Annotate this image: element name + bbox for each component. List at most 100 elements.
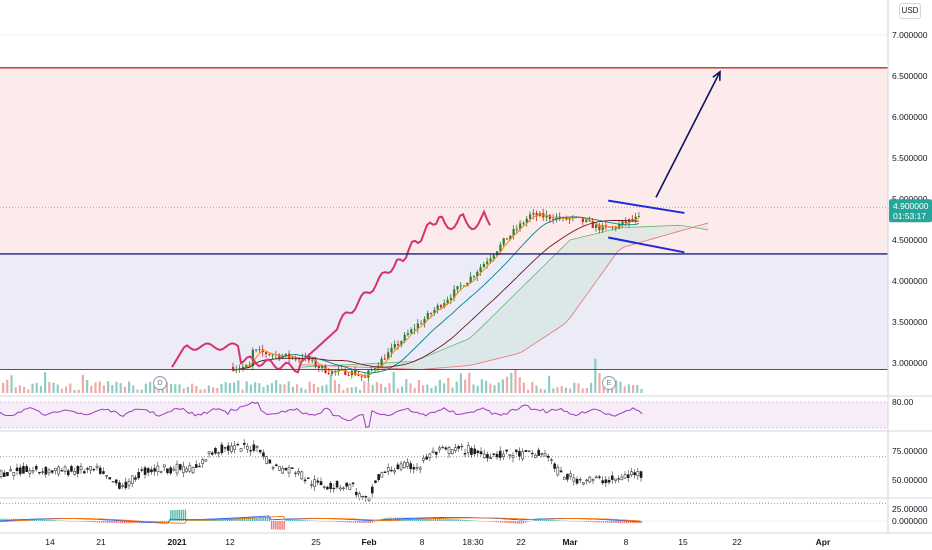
volume-bar bbox=[308, 381, 311, 393]
macd-histogram-bar bbox=[302, 520, 304, 521]
horizontal-levels[interactable] bbox=[0, 67, 888, 371]
stoch-candle bbox=[0, 470, 3, 477]
volume-bar bbox=[165, 382, 168, 393]
macd-histogram-bar bbox=[619, 521, 621, 524]
dividend-marker[interactable]: D bbox=[153, 376, 167, 390]
macd-histogram-bar bbox=[275, 521, 277, 530]
currency-badge[interactable]: USD bbox=[899, 3, 921, 19]
macd-histogram-bar bbox=[453, 519, 455, 521]
stoch-candle bbox=[172, 468, 176, 471]
stoch-candle bbox=[578, 479, 582, 481]
stoch-candle bbox=[329, 482, 332, 489]
candle-body bbox=[390, 347, 393, 353]
macd-histogram-bar bbox=[403, 517, 405, 521]
stoch-candle bbox=[422, 457, 425, 461]
rsi-axis-label: 80.00 bbox=[892, 397, 914, 407]
macd-histogram-bar bbox=[172, 510, 174, 521]
volume-bar bbox=[195, 386, 198, 393]
macd-histogram-bar bbox=[289, 519, 292, 521]
stoch-candle bbox=[553, 463, 556, 469]
stoch-candle bbox=[66, 470, 70, 476]
volume-bar bbox=[94, 382, 97, 393]
candle-body bbox=[519, 223, 522, 229]
stoch-candle bbox=[588, 476, 592, 483]
volume-bar bbox=[249, 384, 252, 393]
volume-bar bbox=[81, 374, 84, 393]
rsi-panel bbox=[0, 401, 888, 429]
volume-bar bbox=[451, 387, 454, 393]
stoch-candle bbox=[255, 445, 259, 448]
trend-drawings[interactable] bbox=[608, 70, 721, 254]
price-axis[interactable]: 7.000000 6.500000 6.000000 5.500000 5.000000… bbox=[892, 30, 928, 526]
stoch-candle bbox=[537, 449, 540, 456]
macd-histogram-bar bbox=[300, 519, 302, 521]
volume-bar bbox=[153, 385, 156, 393]
volume-bar bbox=[275, 380, 278, 393]
candle-body bbox=[505, 238, 509, 240]
volume-bar bbox=[321, 385, 324, 393]
stoch-candle bbox=[492, 453, 496, 455]
time-axis-label: Feb bbox=[361, 537, 376, 547]
stoch-candle bbox=[226, 445, 230, 451]
macd-histogram-bar bbox=[598, 521, 600, 523]
macd-histogram-bar bbox=[575, 521, 577, 522]
stoch-candle bbox=[626, 474, 630, 478]
candle-body bbox=[486, 261, 489, 264]
red-zone bbox=[0, 67, 888, 254]
stoch-candle bbox=[201, 459, 204, 464]
volume-bar bbox=[627, 384, 630, 393]
stoch-candle bbox=[50, 470, 54, 473]
candle-body bbox=[317, 366, 320, 369]
stoch-candle bbox=[204, 459, 208, 462]
stoch-candle bbox=[326, 486, 329, 490]
stoch-candle bbox=[9, 469, 12, 472]
macd-histogram-bar bbox=[451, 519, 453, 521]
candle-body bbox=[499, 244, 502, 252]
candle-body bbox=[532, 213, 535, 215]
macd-histogram-bar bbox=[123, 521, 126, 524]
volume-bar bbox=[31, 383, 34, 393]
macd-histogram-bar bbox=[252, 517, 254, 521]
stoch-candle bbox=[498, 450, 502, 458]
stoch-candle bbox=[450, 449, 454, 454]
macd-histogram-bar bbox=[37, 519, 40, 521]
macd-histogram-bar bbox=[573, 521, 575, 522]
macd-histogram-bar bbox=[426, 517, 428, 521]
stoch-candle bbox=[610, 475, 614, 480]
volume-bar bbox=[10, 375, 13, 393]
volume-bar bbox=[140, 389, 143, 393]
volume-bar bbox=[623, 386, 626, 393]
macd-axis-label: 0.000000 bbox=[892, 516, 928, 526]
volume-bar bbox=[132, 385, 135, 393]
candle-body bbox=[472, 276, 476, 278]
macd-histogram-bar bbox=[130, 521, 132, 524]
macd-histogram-bar bbox=[627, 521, 630, 524]
volume-bar bbox=[144, 383, 147, 393]
candle-body bbox=[558, 216, 561, 219]
stoch-candle bbox=[383, 471, 387, 473]
candle-body bbox=[449, 297, 452, 300]
earnings-marker[interactable]: E bbox=[602, 376, 616, 390]
volume-bar bbox=[363, 381, 366, 393]
volume-bar bbox=[514, 369, 517, 393]
macd-histogram-bar bbox=[443, 518, 445, 521]
macd-histogram-bar bbox=[102, 521, 105, 523]
candle-body bbox=[265, 352, 268, 354]
stoch-candle bbox=[412, 467, 416, 470]
volume-bar bbox=[367, 382, 370, 393]
panel-separators[interactable] bbox=[0, 0, 932, 534]
volume-bar bbox=[447, 377, 450, 393]
candle-body bbox=[525, 218, 528, 224]
stoch-candle bbox=[505, 449, 508, 452]
volume-bar bbox=[476, 385, 479, 393]
volume-bar bbox=[73, 389, 76, 393]
volume-bar bbox=[258, 383, 261, 393]
projection-arrow-line bbox=[655, 71, 721, 198]
stoch-candle bbox=[511, 455, 515, 459]
time-axis[interactable]: 14 21 2021 12 25 Feb 8 18:30 22 Mar 8 15 22 Apr bbox=[45, 537, 831, 547]
candle-body bbox=[637, 216, 641, 217]
macd-histogram-bar bbox=[317, 520, 319, 522]
volume-bar bbox=[237, 380, 240, 393]
volume-bar bbox=[107, 381, 110, 393]
